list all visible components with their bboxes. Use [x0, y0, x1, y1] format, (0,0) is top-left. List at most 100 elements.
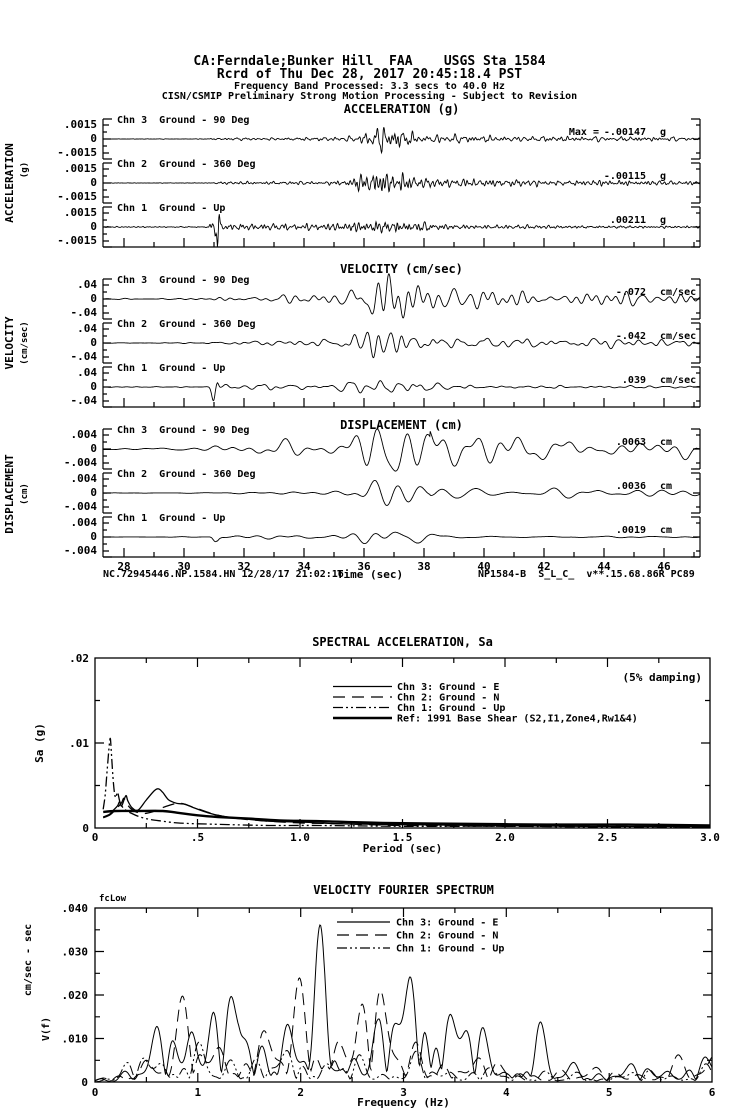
waveform-trace — [103, 479, 701, 506]
channel-label: Chn 1 Ground - Up — [117, 203, 225, 214]
time-axis — [103, 548, 700, 558]
waveform-trace — [102, 331, 701, 359]
time-axis-label: Time (sec) — [336, 568, 404, 581]
y-tick-label: 0 — [90, 292, 97, 305]
peak-units-label: cm/sec — [660, 287, 696, 298]
processing-id-label: NP1584-B S_L_C_ v**.15.68.86R PC89 — [478, 569, 695, 580]
station-title-line: CA:Ferndale;Bunker Hill FAA USGS Sta 158… — [193, 54, 546, 69]
waveform-trace — [102, 172, 701, 193]
channel-label: Chn 2 Ground - 360 Deg — [117, 319, 255, 330]
spectral-acceleration-chart: .02 .01 00 .5 1.0 1.5 2.0 2.5 3.0 (5% damping) Chn… — [69, 652, 720, 844]
peak-units-label: g — [660, 171, 666, 182]
y-tick-label: .0015 — [64, 162, 97, 175]
x-tick-label: 1 — [195, 1086, 202, 1099]
y-tick-label: -.004 — [64, 500, 97, 513]
y-tick-label: .010 — [62, 1033, 89, 1046]
period-axis-label: Period (sec) — [362, 842, 443, 855]
y-tick-label: 0 — [90, 220, 97, 233]
x-tick-label: 32 — [237, 560, 250, 573]
y-axis-bracket-right — [691, 118, 701, 160]
peak-value-label: .039 — [622, 375, 646, 386]
waveform-trace — [102, 273, 701, 319]
displacement-section-title: DISPLACEMENT (cm) — [340, 418, 463, 432]
time-axis — [103, 238, 700, 248]
y-tick-label: 0 — [90, 486, 97, 499]
y-tick-label: 0 — [90, 530, 97, 543]
spectrum-curve — [102, 797, 711, 828]
x-tick-label: 4 — [503, 1086, 510, 1099]
y-axis-bracket-right — [691, 322, 701, 364]
x-tick-label: 0 — [92, 831, 99, 844]
time-axis — [103, 398, 700, 408]
y-tick-label: .004 — [71, 472, 98, 485]
channel-label: Chn 2 Ground - 360 Deg — [117, 469, 255, 480]
y-axis-bracket-left — [102, 428, 112, 470]
waveform-trace — [103, 531, 700, 545]
y-tick-label: 0 — [90, 380, 97, 393]
peak-value-label: -.042 — [616, 331, 646, 342]
fc-low-label: fcLow — [99, 894, 127, 904]
spectrum-curve — [102, 788, 711, 827]
peak-value-label: -.072 — [616, 287, 646, 298]
waveform-trace — [103, 380, 701, 402]
record-time-line: Rcrd of Thu Dec 28, 2017 20:45:18.4 PST — [216, 67, 523, 82]
y-tick-label: .004 — [71, 428, 98, 441]
waveform-trace — [102, 214, 701, 247]
spectrum-curve — [94, 924, 713, 1082]
x-tick-label: 34 — [297, 560, 311, 573]
velocity-section-title: VELOCITY (cm/sec) — [340, 262, 463, 276]
peak-value-label: .0063 — [616, 437, 646, 448]
record-id-label: NC.72945446.NP.1584.HN 12/28/17 21:02:16 — [103, 569, 344, 580]
legend-label: Chn 1: Ground - Up — [397, 703, 505, 714]
x-tick-label: 3 — [400, 1086, 407, 1099]
waveform-trace — [103, 428, 700, 472]
frequency-axis-label: Frequency (Hz) — [357, 1096, 450, 1109]
channel-label: Chn 1 Ground - Up — [117, 363, 225, 374]
peak-units-label: g — [660, 127, 666, 138]
y-tick-label: .040 — [62, 902, 89, 915]
y-tick-label: .030 — [62, 946, 89, 959]
peak-value-label: .0019 — [616, 525, 646, 536]
channel-label: Chn 3 Ground - 90 Deg — [117, 425, 249, 436]
velocity-fourier-spectrum-chart: .040 .030 .020 .010 00 1 2 3 4 5 6 Chn 3: Ground - … — [62, 902, 716, 1099]
y-tick-label: 0 — [90, 132, 97, 145]
peak-units-label: cm — [660, 437, 672, 448]
y-tick-label: -.04 — [71, 350, 98, 363]
x-tick-label: 44 — [597, 560, 611, 573]
y-tick-label: .020 — [62, 989, 89, 1002]
x-tick-label: 6 — [709, 1086, 716, 1099]
legend-label: Chn 1: Ground - Up — [396, 944, 504, 955]
channel-label: Chn 2 Ground - 360 Deg — [117, 159, 255, 170]
channel-label: Chn 3 Ground - 90 Deg — [117, 115, 249, 126]
x-tick-label: 36 — [357, 560, 371, 573]
peak-units-label: cm/sec — [660, 331, 696, 342]
damping-note: (5% damping) — [623, 671, 702, 684]
x-tick-label: 1.5 — [393, 831, 413, 844]
spectrum-curve — [103, 809, 711, 827]
frequency-band-line: Frequency Band Processed: 3.3 secs to 40… — [234, 81, 505, 92]
legend-label: Chn 3: Ground - E — [397, 682, 499, 693]
y-tick-label: 0 — [90, 176, 97, 189]
channel-label: Chn 1 Ground - Up — [117, 513, 225, 524]
channel-label: Chn 3 Ground - 90 Deg — [117, 275, 249, 286]
x-tick-label: 0 — [92, 1086, 99, 1099]
y-tick-label: 0 — [82, 822, 89, 835]
y-tick-label: .04 — [77, 322, 97, 335]
x-tick-label: 42 — [537, 560, 550, 573]
processing-note-line: CISN/CSMIP Preliminary Strong Motion Pro… — [161, 91, 578, 102]
y-tick-label: .0015 — [64, 118, 97, 131]
legend-label: Ref: 1991 Base Shear (S2,I1,Zone4,Rw1&4) — [397, 714, 638, 725]
x-tick-label: 40 — [477, 560, 490, 573]
peak-units-label: g — [660, 215, 666, 226]
peak-value-label: -.00115 — [604, 171, 646, 182]
y-tick-label: -.04 — [71, 306, 98, 319]
y-tick-label: -.0015 — [57, 190, 97, 203]
spectrum-curve — [102, 737, 711, 828]
y-tick-label: 0 — [90, 336, 97, 349]
